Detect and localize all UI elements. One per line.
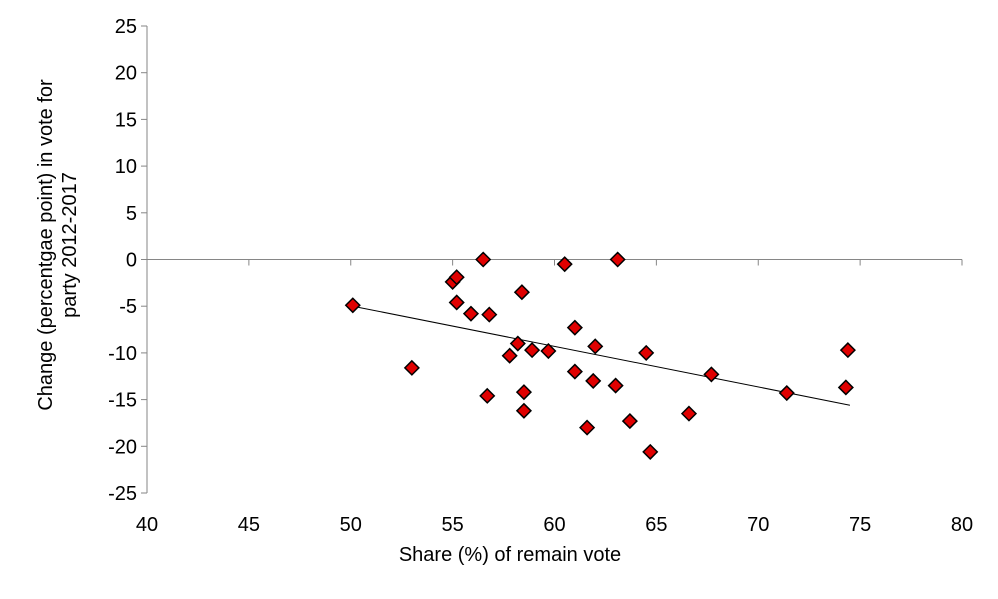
- data-point: [540, 342, 557, 360]
- y-tick-label: 25: [115, 16, 137, 38]
- y-tick-label: -10: [108, 343, 137, 365]
- data-point: [448, 294, 465, 311]
- x-tick-label: 40: [136, 514, 158, 536]
- x-tick-label: 55: [442, 514, 464, 536]
- data-point: [515, 384, 532, 401]
- data-point: [585, 372, 602, 389]
- y-axis-title-line-2: party 2012-2017: [59, 172, 81, 318]
- y-tick-label: -5: [119, 296, 137, 318]
- data-point: [513, 284, 530, 301]
- data-point: [566, 319, 583, 336]
- y-tick-label: 5: [126, 203, 137, 225]
- data-point: [607, 377, 624, 394]
- y-tick-label: -25: [108, 483, 137, 505]
- x-tick-label: 65: [645, 514, 667, 536]
- data-point: [479, 387, 496, 404]
- y-tick-label: 15: [115, 109, 137, 131]
- x-tick-label: 50: [340, 514, 362, 536]
- data-point: [462, 305, 480, 322]
- data-point: [403, 359, 420, 376]
- trendline: [352, 305, 851, 406]
- data-point: [642, 443, 659, 460]
- data-point: [344, 297, 361, 314]
- data-point: [837, 379, 854, 396]
- y-tick-label: 20: [115, 63, 137, 85]
- x-axis-title: Share (%) of remain vote: [399, 544, 621, 566]
- x-tick-label: 45: [238, 514, 260, 536]
- y-tick-label: -15: [108, 390, 137, 412]
- data-point: [481, 306, 498, 323]
- data-point: [587, 338, 604, 355]
- data-point: [475, 251, 492, 268]
- data-point: [556, 256, 573, 273]
- y-axis-title: Change (percentgae point) in vote for pa…: [35, 79, 81, 411]
- data-point: [609, 251, 626, 268]
- data-point: [778, 385, 795, 402]
- data-point: [839, 342, 856, 359]
- data-point: [566, 363, 583, 380]
- data-point: [448, 269, 465, 286]
- y-tick-label: 10: [115, 156, 137, 178]
- x-tick-label: 75: [849, 514, 871, 536]
- data-point: [501, 347, 518, 364]
- data-point: [638, 344, 655, 361]
- x-tick-label: 70: [747, 514, 769, 536]
- y-axis-title-line-1: Change (percentgae point) in vote for: [35, 79, 57, 411]
- y-tick-label: 0: [126, 250, 137, 272]
- data-points: [344, 251, 856, 460]
- x-tick-label: 80: [951, 514, 973, 536]
- trendline-group: [352, 305, 851, 406]
- data-point: [509, 335, 526, 352]
- data-point: [621, 413, 638, 430]
- data-point: [515, 402, 532, 419]
- x-tick-label: 60: [543, 514, 565, 536]
- data-point: [703, 366, 720, 383]
- y-tick-label: -20: [108, 436, 137, 458]
- data-point: [680, 405, 698, 422]
- data-point: [524, 342, 541, 359]
- data-point: [579, 419, 596, 436]
